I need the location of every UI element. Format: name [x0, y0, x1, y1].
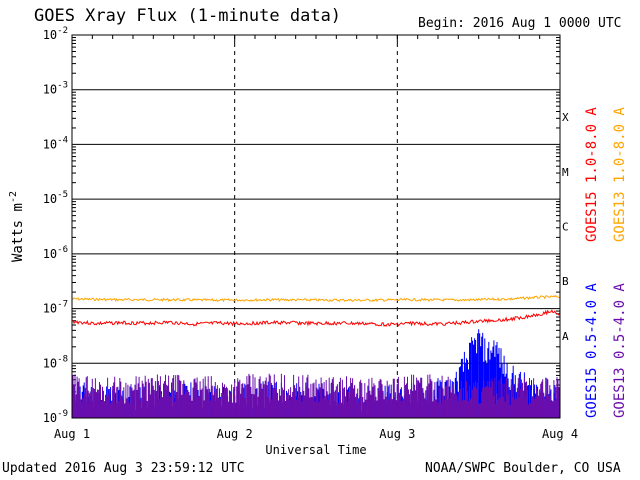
flare-class-label: B: [562, 275, 569, 288]
begin-time: Begin: 2016 Aug 1 0000 UTC: [418, 16, 622, 31]
y-tick-label: 10-8: [43, 354, 68, 370]
plot-frame: [71, 34, 561, 419]
x-axis-label: Universal Time: [265, 443, 366, 457]
x-tick-label: Aug 4: [542, 427, 578, 441]
flare-class-label: A: [562, 330, 569, 343]
legend-entry: GOES13 1.0-8.0 A: [612, 107, 628, 242]
y-tick-label: 10-6: [43, 245, 68, 261]
y-axis-label: Watts m-2: [8, 191, 26, 262]
series-goes15-long: [71, 309, 561, 327]
flare-class-label: M: [562, 166, 569, 179]
updated-timestamp: Updated 2016 Aug 3 23:59:12 UTC: [2, 461, 245, 476]
credit-line: NOAA/SWPC Boulder, CO USA: [425, 461, 621, 476]
flare-class-label: X: [562, 111, 569, 124]
y-tick-label: 10-4: [43, 135, 68, 151]
legend-entry: GOES13 0.5-4.0 A: [612, 283, 628, 418]
series-goes13-long: [71, 294, 561, 303]
x-tick-label: Aug 2: [217, 427, 253, 441]
y-tick-label: 10-2: [43, 26, 68, 42]
legend-entry: GOES15 0.5-4.0 A: [584, 283, 600, 418]
y-tick-label: 10-3: [43, 81, 68, 97]
legend-entry: GOES15 1.0-8.0 A: [584, 107, 600, 242]
y-tick-label: 10-9: [43, 409, 68, 425]
flare-class-label: C: [562, 221, 569, 234]
y-tick-label: 10-7: [43, 300, 68, 316]
x-tick-label: Aug 1: [54, 427, 90, 441]
chart-title: GOES Xray Flux (1-minute data): [34, 6, 342, 26]
y-tick-label: 10-5: [43, 190, 68, 206]
x-tick-label: Aug 3: [379, 427, 415, 441]
